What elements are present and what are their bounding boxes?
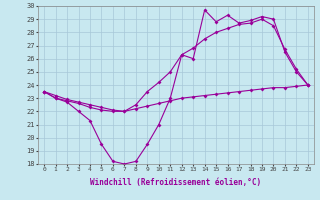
X-axis label: Windchill (Refroidissement éolien,°C): Windchill (Refroidissement éolien,°C) (91, 178, 261, 187)
